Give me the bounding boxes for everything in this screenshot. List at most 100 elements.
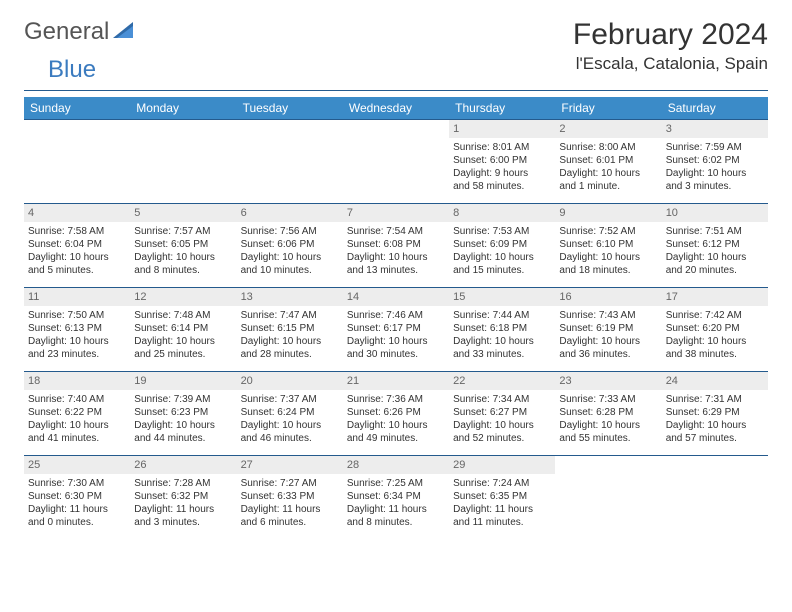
daylight-text: Daylight: 10 hours — [559, 335, 657, 348]
day-number: 13 — [237, 288, 343, 306]
location: l'Escala, Catalonia, Spain — [573, 54, 768, 74]
sunrise-text: Sunrise: 7:39 AM — [134, 393, 232, 406]
day-number: 25 — [24, 456, 130, 474]
day-number: 12 — [130, 288, 236, 306]
day-cell: 25Sunrise: 7:30 AMSunset: 6:30 PMDayligh… — [24, 456, 130, 540]
sunset-text: Sunset: 6:22 PM — [28, 406, 126, 419]
daylight-text: and 18 minutes. — [559, 264, 657, 277]
day-number: 23 — [555, 372, 661, 390]
daylight-text: and 52 minutes. — [453, 432, 551, 445]
day-number: 9 — [555, 204, 661, 222]
day-cell: 14Sunrise: 7:46 AMSunset: 6:17 PMDayligh… — [343, 288, 449, 372]
day-header: Thursday — [449, 97, 555, 120]
daylight-text: Daylight: 10 hours — [559, 251, 657, 264]
sunrise-text: Sunrise: 7:50 AM — [28, 309, 126, 322]
sunset-text: Sunset: 6:18 PM — [453, 322, 551, 335]
day-cell: 22Sunrise: 7:34 AMSunset: 6:27 PMDayligh… — [449, 372, 555, 456]
sunset-text: Sunset: 6:00 PM — [453, 154, 551, 167]
day-cell — [662, 456, 768, 540]
day-cell: 9Sunrise: 7:52 AMSunset: 6:10 PMDaylight… — [555, 204, 661, 288]
daylight-text: Daylight: 10 hours — [241, 251, 339, 264]
daylight-text: Daylight: 10 hours — [453, 251, 551, 264]
day-number: 15 — [449, 288, 555, 306]
sunset-text: Sunset: 6:35 PM — [453, 490, 551, 503]
day-header: Sunday — [24, 97, 130, 120]
day-number: 7 — [343, 204, 449, 222]
sunset-text: Sunset: 6:34 PM — [347, 490, 445, 503]
day-number: 28 — [343, 456, 449, 474]
daylight-text: Daylight: 10 hours — [347, 251, 445, 264]
day-cell: 3Sunrise: 7:59 AMSunset: 6:02 PMDaylight… — [662, 120, 768, 204]
sunset-text: Sunset: 6:14 PM — [134, 322, 232, 335]
daylight-text: Daylight: 10 hours — [134, 419, 232, 432]
day-header: Wednesday — [343, 97, 449, 120]
daylight-text: and 20 minutes. — [666, 264, 764, 277]
day-number: 2 — [555, 120, 661, 138]
sunrise-text: Sunrise: 7:24 AM — [453, 477, 551, 490]
day-number: 8 — [449, 204, 555, 222]
daylight-text: Daylight: 11 hours — [453, 503, 551, 516]
brand-logo: General — [24, 18, 137, 46]
day-number: 21 — [343, 372, 449, 390]
daylight-text: Daylight: 11 hours — [241, 503, 339, 516]
sunrise-text: Sunrise: 7:57 AM — [134, 225, 232, 238]
daylight-text: and 36 minutes. — [559, 348, 657, 361]
daylight-text: and 1 minute. — [559, 180, 657, 193]
day-cell: 12Sunrise: 7:48 AMSunset: 6:14 PMDayligh… — [130, 288, 236, 372]
daylight-text: Daylight: 11 hours — [347, 503, 445, 516]
sunrise-text: Sunrise: 7:28 AM — [134, 477, 232, 490]
day-cell: 23Sunrise: 7:33 AMSunset: 6:28 PMDayligh… — [555, 372, 661, 456]
day-cell: 18Sunrise: 7:40 AMSunset: 6:22 PMDayligh… — [24, 372, 130, 456]
daylight-text: and 58 minutes. — [453, 180, 551, 193]
sunset-text: Sunset: 6:08 PM — [347, 238, 445, 251]
day-header: Tuesday — [237, 97, 343, 120]
sunset-text: Sunset: 6:27 PM — [453, 406, 551, 419]
daylight-text: Daylight: 10 hours — [28, 419, 126, 432]
sunrise-text: Sunrise: 7:37 AM — [241, 393, 339, 406]
day-cell: 24Sunrise: 7:31 AMSunset: 6:29 PMDayligh… — [662, 372, 768, 456]
day-number: 6 — [237, 204, 343, 222]
daylight-text: Daylight: 10 hours — [559, 419, 657, 432]
sunset-text: Sunset: 6:13 PM — [28, 322, 126, 335]
triangle-icon — [113, 20, 135, 45]
daylight-text: and 30 minutes. — [347, 348, 445, 361]
daylight-text: and 41 minutes. — [28, 432, 126, 445]
sunrise-text: Sunrise: 7:42 AM — [666, 309, 764, 322]
sunset-text: Sunset: 6:06 PM — [241, 238, 339, 251]
day-cell: 16Sunrise: 7:43 AMSunset: 6:19 PMDayligh… — [555, 288, 661, 372]
day-cell: 13Sunrise: 7:47 AMSunset: 6:15 PMDayligh… — [237, 288, 343, 372]
sunrise-text: Sunrise: 7:40 AM — [28, 393, 126, 406]
daylight-text: and 23 minutes. — [28, 348, 126, 361]
day-header: Monday — [130, 97, 236, 120]
day-cell: 10Sunrise: 7:51 AMSunset: 6:12 PMDayligh… — [662, 204, 768, 288]
day-cell: 11Sunrise: 7:50 AMSunset: 6:13 PMDayligh… — [24, 288, 130, 372]
sunrise-text: Sunrise: 7:33 AM — [559, 393, 657, 406]
week-row: 18Sunrise: 7:40 AMSunset: 6:22 PMDayligh… — [24, 372, 768, 456]
day-number: 19 — [130, 372, 236, 390]
week-row: 11Sunrise: 7:50 AMSunset: 6:13 PMDayligh… — [24, 288, 768, 372]
calendar-header-row: SundayMondayTuesdayWednesdayThursdayFrid… — [24, 97, 768, 120]
sunrise-text: Sunrise: 7:58 AM — [28, 225, 126, 238]
day-number: 29 — [449, 456, 555, 474]
sunset-text: Sunset: 6:02 PM — [666, 154, 764, 167]
daylight-text: and 25 minutes. — [134, 348, 232, 361]
sunrise-text: Sunrise: 8:00 AM — [559, 141, 657, 154]
day-number: 20 — [237, 372, 343, 390]
day-cell: 17Sunrise: 7:42 AMSunset: 6:20 PMDayligh… — [662, 288, 768, 372]
daylight-text: and 33 minutes. — [453, 348, 551, 361]
day-cell: 29 Sunrise: 7:24 AMSunset: 6:35 PMDayligh… — [449, 456, 555, 540]
week-row: 4Sunrise: 7:58 AMSunset: 6:04 PMDaylight… — [24, 204, 768, 288]
sunrise-text: Sunrise: 7:27 AM — [241, 477, 339, 490]
daylight-text: and 38 minutes. — [666, 348, 764, 361]
day-cell — [24, 120, 130, 204]
daylight-text: and 28 minutes. — [241, 348, 339, 361]
daylight-text: Daylight: 10 hours — [666, 251, 764, 264]
brand-part2: Blue — [48, 56, 96, 84]
sunset-text: Sunset: 6:04 PM — [28, 238, 126, 251]
day-number: 16 — [555, 288, 661, 306]
sunrise-text: Sunrise: 7:51 AM — [666, 225, 764, 238]
sunrise-text: Sunrise: 7:34 AM — [453, 393, 551, 406]
daylight-text: and 55 minutes. — [559, 432, 657, 445]
daylight-text: and 44 minutes. — [134, 432, 232, 445]
sunset-text: Sunset: 6:09 PM — [453, 238, 551, 251]
